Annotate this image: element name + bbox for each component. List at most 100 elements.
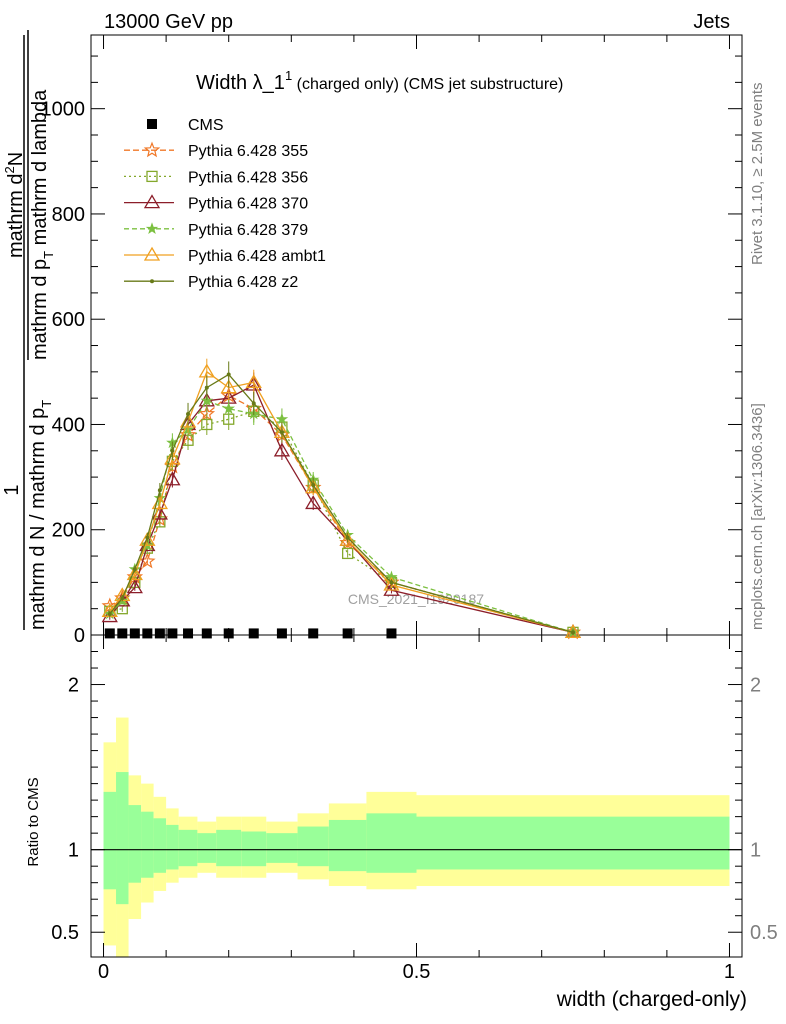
plot-title: Width λ_11 (charged only) (CMS jet subst… xyxy=(196,68,563,94)
ratio-inner-band-bin xyxy=(153,818,167,873)
ratio-inner-band-bin xyxy=(328,819,367,872)
series-point xyxy=(389,580,394,585)
legend-marker xyxy=(143,141,161,158)
series-point xyxy=(186,411,191,416)
ratio-inner-band-bin xyxy=(241,831,267,867)
ratio-y-tick-label: 0.5 xyxy=(51,922,79,944)
series-point xyxy=(339,531,356,546)
series-pythia-6-428-z2 xyxy=(107,361,575,635)
ratio-ylabel: Ratio to CMS xyxy=(25,777,42,866)
series-point xyxy=(345,535,350,540)
series-point xyxy=(183,628,194,639)
series-point xyxy=(117,628,128,639)
ratio-inner-band-bin xyxy=(128,805,142,883)
ratio-uncertainty-bands xyxy=(91,717,742,957)
main-ylabel: 1 mathrm d N / mathrm d pT mathrm d2N ma… xyxy=(1,30,56,630)
ratio-inner-band-bin xyxy=(103,791,117,890)
series-point xyxy=(157,488,162,493)
series-point xyxy=(132,567,137,572)
series-point xyxy=(226,372,231,377)
ratio-inner-band-bin xyxy=(416,816,730,870)
header-right-label: Jets xyxy=(693,11,730,33)
series-point xyxy=(167,628,178,639)
ratio-inner-band-bin xyxy=(178,829,198,867)
header-left-label: 13000 GeV pp xyxy=(104,11,233,33)
x-tick-label: 0 xyxy=(98,961,109,983)
legend-label: CMS xyxy=(188,117,224,134)
series-point xyxy=(164,450,181,465)
series-line xyxy=(109,370,574,634)
ylabel-frac1-numerator: 1 xyxy=(1,484,23,495)
legend-label: Pythia 6.428 355 xyxy=(188,143,308,160)
series-point xyxy=(276,628,287,639)
ylabel-frac2-denominator: mathrm d pT mathrm d lambda xyxy=(29,89,56,360)
rivet-version-label: Rivet 3.1.10, ≥ 2.5M events xyxy=(749,83,766,266)
series-point xyxy=(222,402,235,414)
ratio-y-tick-label-right: 0.5 xyxy=(750,922,778,944)
legend-marker xyxy=(146,170,158,183)
series-line xyxy=(109,410,574,634)
ratio-inner-band-bin xyxy=(116,772,129,905)
series-point xyxy=(164,471,181,486)
legend-marker xyxy=(150,279,154,284)
ratio-axis-ticks: 0.5 0.5 1 1 2 2 0 0.5 1 xyxy=(51,635,778,983)
series-point xyxy=(223,628,234,639)
legend-label: Pythia 6.428 356 xyxy=(188,169,308,186)
series-pythia-6-428-370 xyxy=(101,372,582,639)
series-point xyxy=(120,596,125,601)
legend-marker xyxy=(145,222,159,235)
x-tick-label: 0.5 xyxy=(403,961,431,983)
series-point xyxy=(142,628,153,639)
ratio-inner-band-bin xyxy=(297,826,329,867)
series-point xyxy=(308,628,319,639)
legend-label: Pythia 6.428 379 xyxy=(188,222,308,239)
series-point xyxy=(170,448,175,453)
series-point xyxy=(145,535,150,540)
legend-label: Pythia 6.428 370 xyxy=(188,196,308,213)
ratio-inner-band-bin xyxy=(141,811,154,878)
legend-marker xyxy=(143,246,161,261)
ratio-inner-band-bin xyxy=(366,813,417,873)
series-point xyxy=(139,531,156,546)
ylabel-frac2-numerator: mathrm d2N xyxy=(2,152,27,258)
series-point xyxy=(104,628,115,639)
series-point xyxy=(342,628,353,639)
main-y-tick-label: 400 xyxy=(52,414,85,436)
series-point xyxy=(245,374,262,389)
series-pythia-6-428-356 xyxy=(104,400,579,639)
series-point xyxy=(201,628,212,639)
series-point xyxy=(279,430,284,435)
legend-marker xyxy=(147,119,157,129)
ratio-y-tick-label-right: 1 xyxy=(750,840,761,862)
legend-label: Pythia 6.428 z2 xyxy=(188,274,298,291)
series-point xyxy=(311,483,316,487)
main-y-tick-label: 600 xyxy=(52,309,85,331)
ratio-inner-band-bin xyxy=(266,833,298,863)
series-point xyxy=(126,566,143,581)
series-point xyxy=(248,628,259,639)
series-line xyxy=(109,400,574,634)
main-series-layer xyxy=(101,358,582,640)
ratio-inner-band-bin xyxy=(166,824,179,870)
ratio-inner-band-bin xyxy=(216,829,242,867)
series-point xyxy=(273,442,291,457)
series-pythia-6-428-355 xyxy=(101,383,582,640)
main-y-tick-label: 800 xyxy=(52,204,85,226)
series-point xyxy=(251,401,256,406)
mcplots-label: mcplots.cern.ch [arXiv:1306.3436] xyxy=(749,403,766,630)
main-y-tick-label: 1000 xyxy=(41,99,86,121)
series-point xyxy=(275,412,289,425)
main-axis-ticks: 0 200 400 600 800 1000 xyxy=(41,35,742,647)
series-line xyxy=(109,373,574,634)
series-point xyxy=(139,552,156,569)
series-point xyxy=(201,418,213,431)
series-point xyxy=(341,547,354,560)
series-point xyxy=(126,579,143,594)
series-line xyxy=(109,384,574,634)
series-point xyxy=(305,495,322,510)
series-point xyxy=(204,385,209,390)
series-pythia-6-428-379 xyxy=(103,389,580,638)
series-pythia-6-428-ambt1 xyxy=(101,358,582,639)
series-point xyxy=(305,479,322,494)
